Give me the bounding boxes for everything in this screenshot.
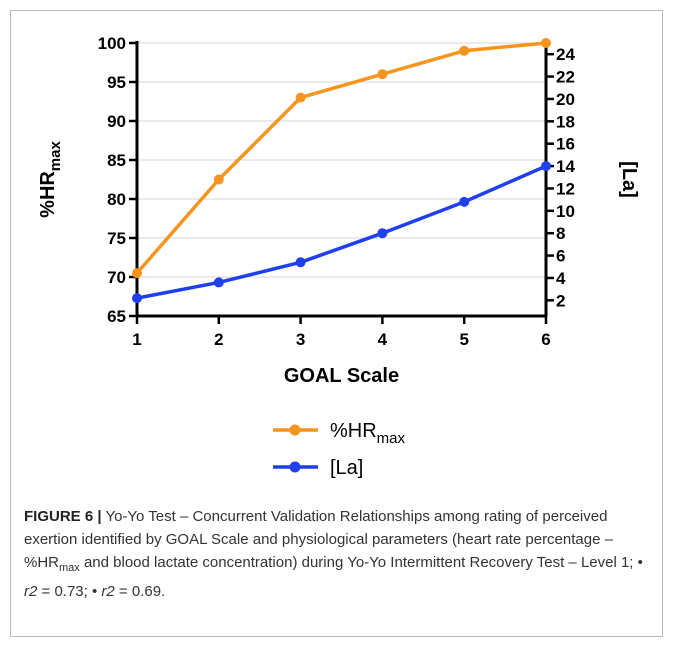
x-tick-label: 4	[378, 330, 388, 349]
caption-bullet-1: •	[637, 554, 643, 571]
y-left-axis-title: %HRmax	[37, 141, 64, 218]
series-1-point	[213, 277, 224, 288]
x-tick-label: 3	[296, 330, 305, 349]
y-right-tick-label: 4	[556, 269, 566, 288]
legend-marker-0	[289, 424, 301, 436]
y-left-tick-label: 90	[107, 112, 126, 131]
series-0-point	[213, 174, 224, 185]
y-left-tick-label: 70	[107, 268, 126, 287]
legend-label-1: [La]	[330, 457, 363, 479]
legend-marker-1	[289, 461, 301, 473]
series-1-point	[132, 293, 142, 304]
caption-eq-1: = 0.73;	[37, 583, 92, 600]
y-left-tick-label: 95	[107, 73, 126, 92]
caption-eq-2: = 0.69.	[114, 583, 166, 600]
series-1-point	[459, 196, 470, 207]
x-tick-label: 1	[132, 330, 141, 349]
y-left-tick-label: 75	[107, 229, 126, 248]
y-right-tick-label: 8	[556, 224, 565, 243]
x-axis-title: GOAL Scale	[284, 365, 399, 387]
series-0-point	[541, 38, 551, 48]
caption-r-1: r2	[24, 583, 38, 600]
y-right-axis-title: [La]	[618, 161, 640, 198]
caption-sub: max	[59, 562, 80, 574]
y-left-tick-label: 85	[107, 151, 126, 170]
x-tick-label: 5	[459, 330, 468, 349]
x-tick-label: 2	[214, 330, 223, 349]
y-right-tick-label: 14	[556, 157, 575, 176]
y-right-tick-label: 18	[556, 112, 575, 131]
series-0-point	[295, 92, 306, 103]
legend-label-0: %HRmax	[330, 420, 406, 447]
series-0-point	[132, 268, 142, 279]
series-1-point	[295, 257, 306, 268]
y-right-tick-label: 20	[556, 90, 575, 109]
y-right-tick-label: 12	[556, 179, 575, 198]
x-tick-label: 6	[541, 330, 550, 349]
y-right-tick-label: 2	[556, 291, 565, 310]
caption-r-2: r2	[101, 583, 115, 600]
figure-frame	[10, 10, 663, 637]
y-right-tick-label: 24	[556, 45, 575, 64]
y-left-tick-label: 65	[107, 307, 126, 326]
y-right-tick-label: 22	[556, 68, 575, 87]
caption-text-2: and blood lactate concentration) during …	[79, 554, 638, 571]
caption-bullet-2: •	[91, 583, 98, 600]
y-left-tick-label: 80	[107, 190, 126, 209]
series-0-point	[459, 45, 470, 56]
figure-caption: FIGURE 6 | Yo-Yo Test – Concurrent Valid…	[24, 505, 649, 603]
caption-text-1: Yo-Yo Test – Concurrent Validation Relat…	[24, 508, 613, 571]
series-1-point	[377, 228, 388, 239]
y-right-tick-label: 10	[556, 202, 575, 221]
series-line-1	[136, 164, 547, 300]
series-0-point	[377, 69, 388, 80]
series-1-point	[541, 161, 551, 172]
caption-label: FIGURE 6 |	[24, 508, 102, 525]
y-left-tick-label: 100	[98, 34, 126, 53]
y-right-tick-label: 6	[556, 247, 565, 266]
y-right-tick-label: 16	[556, 135, 575, 154]
series-line-0	[135, 41, 547, 275]
